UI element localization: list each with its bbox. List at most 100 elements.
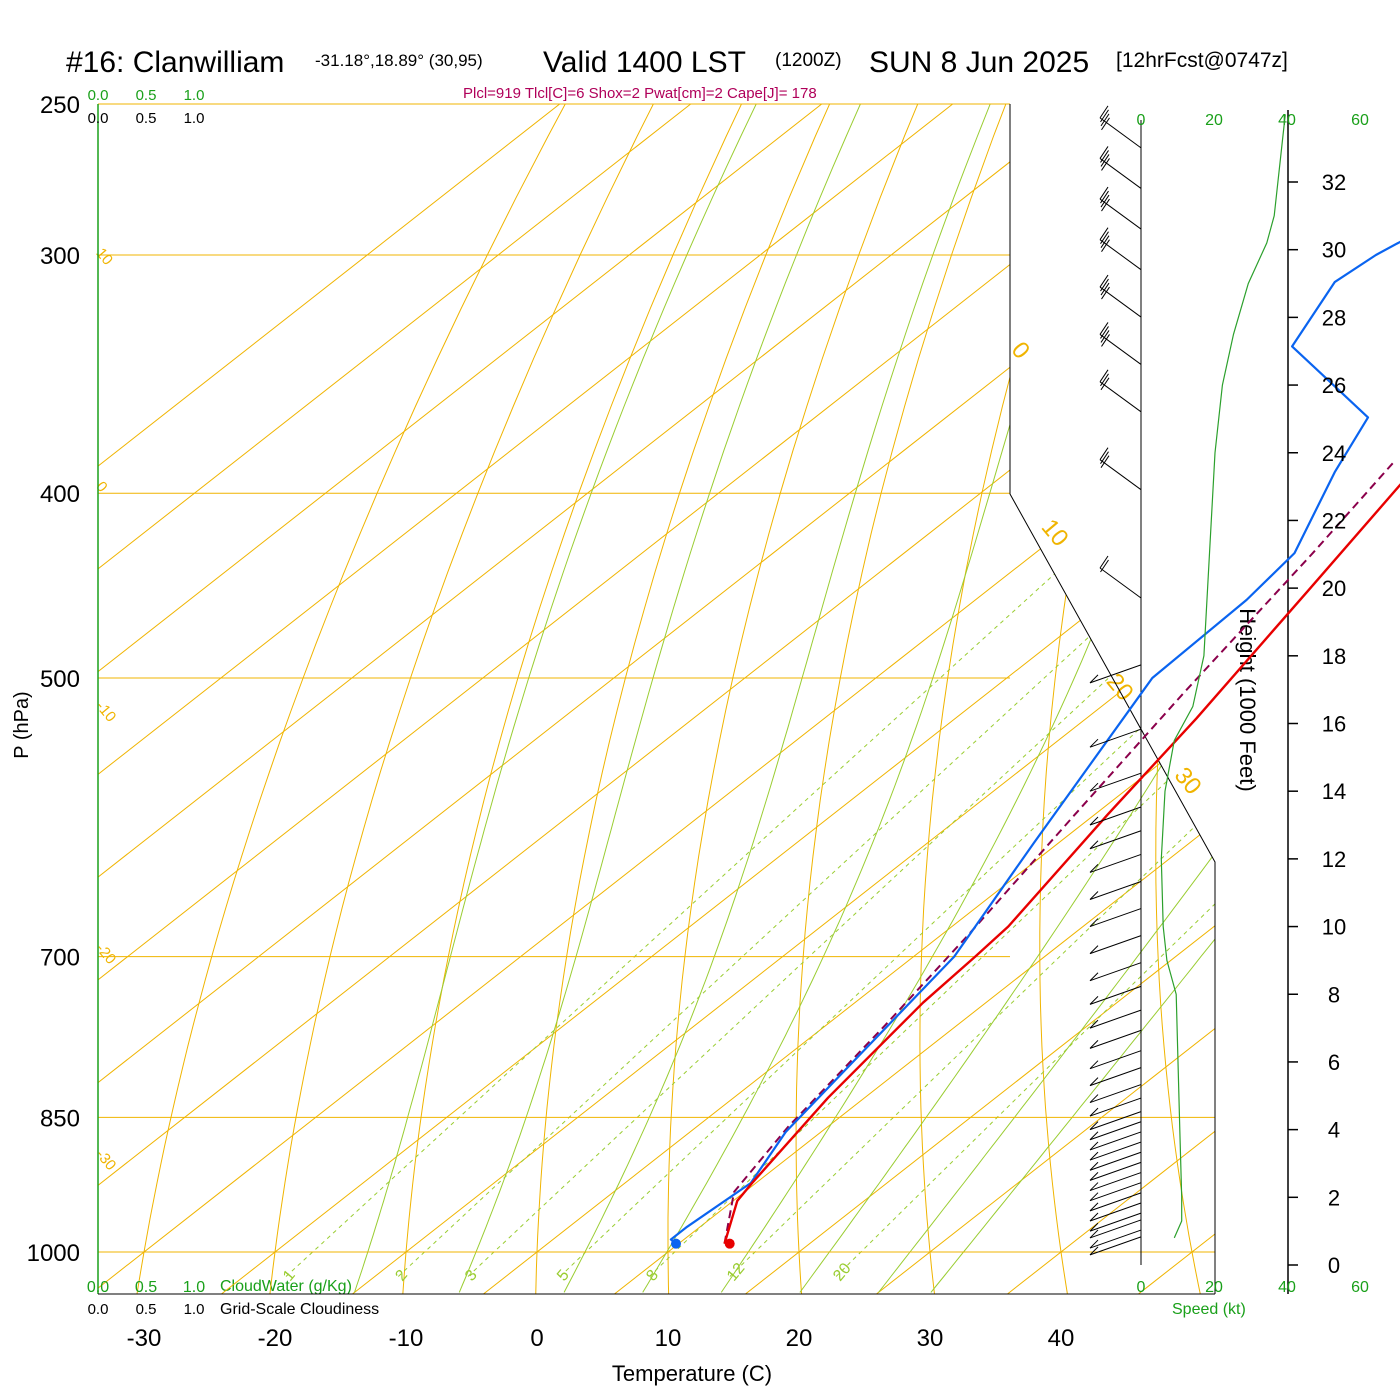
isotherm-label: -10 (92, 698, 119, 726)
cloudwater-label: CloudWater (g/Kg) (220, 1278, 352, 1295)
wind-barb-staff (1089, 1141, 1142, 1161)
pressure-tick-label: 1000 (27, 1240, 80, 1267)
wind-barb-flag (1101, 286, 1110, 300)
wind-barb-staff (1089, 1192, 1142, 1212)
height-tick-label: 24 (1322, 441, 1346, 466)
wind-barb-flag (1100, 150, 1109, 163)
wind-barb-staff (1089, 962, 1142, 982)
wind-barb-staff (1089, 772, 1142, 792)
dry-adiabat-line (535, 104, 846, 1294)
temperature-tick-label: -10 (389, 1325, 424, 1352)
height-tick-label: 0 (1328, 1253, 1340, 1278)
wind-barb-flag (1089, 738, 1099, 748)
wind-barb-staff (1089, 1111, 1142, 1131)
wind-barb-staff (1089, 1084, 1142, 1104)
wind-barb (1089, 1141, 1142, 1161)
wind-barb (1089, 1161, 1142, 1181)
wind-barb-staff (1089, 881, 1142, 900)
height-tick-label: 12 (1322, 847, 1346, 872)
height-tick-label: 10 (1322, 915, 1346, 940)
wind-barb-flag (1099, 274, 1109, 288)
wind-barb-staff (1089, 830, 1142, 850)
wind-barb (1089, 1121, 1142, 1141)
cloudiness-scale-bottom: 0.0 (88, 1301, 109, 1318)
mixing-ratio-line (467, 513, 1215, 1277)
station-coords: -31.18°,18.89° (30,95) (315, 51, 483, 70)
cloudwater-scale-bottom: 0.5 (135, 1279, 157, 1296)
wind-barb (1089, 881, 1142, 900)
wind-barb-staff (1089, 1067, 1142, 1087)
height-tick-label: 32 (1322, 170, 1346, 195)
temperature-tick-label: 0 (530, 1325, 543, 1352)
wind-barb-flag (1100, 154, 1110, 167)
isotherm-line (98, 104, 954, 1294)
wind-barb-flag (1100, 455, 1110, 468)
speed-scale-bottom: 0 (1137, 1279, 1146, 1296)
wind-barb (1089, 935, 1142, 955)
speed-scale-bottom: 40 (1278, 1279, 1296, 1296)
temperature-tick-label: 40 (1048, 1325, 1075, 1352)
wind-barb-staff (1089, 728, 1142, 748)
isotherm-label: 30 (1169, 762, 1207, 800)
wind-barb-flag (1089, 782, 1099, 792)
wind-barb-flag (1101, 117, 1110, 131)
right-boundary-line (1009, 104, 1216, 1294)
wind-barb (1099, 274, 1142, 318)
mixing-ratio-line (835, 513, 1215, 1277)
wind-barb-flag (1089, 972, 1099, 982)
mixing-ratio-label: 12 (724, 1260, 749, 1285)
plot-frame (97, 104, 1289, 1295)
wind-barb-flag (1089, 1141, 1099, 1151)
station-title: #16: Clanwilliam (66, 46, 284, 79)
isotherm-line (98, 104, 823, 1294)
wind-barb (1089, 806, 1142, 826)
height-tick-label: 16 (1322, 712, 1346, 737)
wind-barb-flag (1089, 1121, 1099, 1130)
wind-barb-flag (1099, 105, 1109, 119)
isotherm-line (483, 104, 1215, 1294)
speed-axis-label: Speed (kt) (1172, 1301, 1246, 1318)
height-tick-label: 18 (1322, 644, 1346, 669)
height-tick-label: 28 (1322, 305, 1346, 330)
isotherm-line (98, 104, 1215, 1294)
height-tick-label: 22 (1322, 508, 1346, 533)
wind-barb (1089, 830, 1142, 850)
wind-barb-flag (1089, 864, 1099, 873)
wind-barb-flag (1100, 278, 1109, 292)
wind-barb-flag (1100, 451, 1109, 464)
wind-barb-staff (1089, 1151, 1142, 1171)
wind-barb-flag (1089, 1246, 1099, 1256)
wind-barb (1099, 322, 1142, 365)
dry-adiabat-line (401, 104, 758, 1294)
wind-barb (1089, 664, 1142, 684)
temperature-axis-label: Temperature (C) (612, 1361, 772, 1386)
wind-barb-flag (1101, 158, 1110, 171)
isotherm-line (1007, 104, 1215, 1294)
speed-scale-bottom: 20 (1205, 1279, 1223, 1296)
wind-barb-flag (1100, 326, 1109, 339)
wind-barb (1089, 1067, 1142, 1087)
wind-barb-staff (1089, 1182, 1142, 1202)
wind-barb-staff (1089, 1121, 1142, 1141)
wind-barb-flag (1089, 891, 1099, 900)
wind-barb-flag (1101, 198, 1110, 212)
wind-barb-flag (1100, 190, 1109, 204)
wind-barb (1089, 962, 1142, 982)
moist-adiabat-line (563, 104, 1005, 1293)
wind-barb-flag (1100, 235, 1110, 248)
wind-barb (1099, 555, 1142, 599)
clipped-background (98, 104, 1215, 1294)
cloudiness-label: Grid-Scale Cloudiness (220, 1301, 379, 1318)
isotherm-line (221, 104, 1215, 1294)
wind-barb-staff (1089, 853, 1142, 873)
pressure-tick-label: 250 (40, 92, 80, 119)
wind-barb (1089, 1029, 1142, 1049)
cloudiness-scale-bottom: 1.0 (184, 1301, 205, 1318)
wind-barb (1089, 1084, 1142, 1104)
cloudiness-scale-top: 0.0 (88, 110, 109, 127)
wind-barb (1099, 227, 1142, 271)
wind-barbs (1089, 105, 1286, 1256)
wind-barb-flag (1089, 1202, 1099, 1212)
wind-barb (1089, 1236, 1142, 1256)
